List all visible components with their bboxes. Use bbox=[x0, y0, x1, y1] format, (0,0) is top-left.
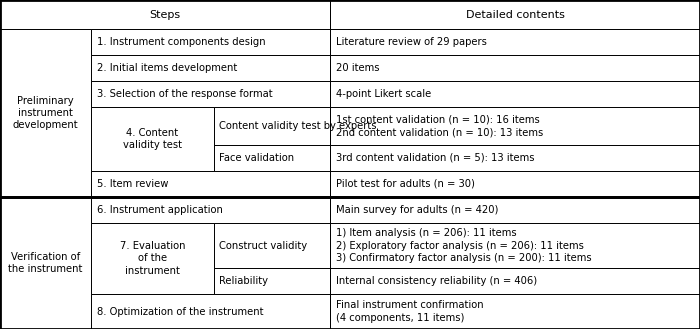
Text: 4. Content
validity test: 4. Content validity test bbox=[122, 128, 182, 150]
Text: Internal consistency reliability (n = 406): Internal consistency reliability (n = 40… bbox=[336, 276, 537, 286]
Bar bbox=[214, 223, 330, 268]
Bar bbox=[91, 81, 330, 107]
Text: Construct validity: Construct validity bbox=[219, 240, 307, 250]
Text: Final instrument confirmation
(4 components, 11 items): Final instrument confirmation (4 compone… bbox=[336, 300, 484, 323]
Text: 3rd content validation (n = 5): 13 items: 3rd content validation (n = 5): 13 items bbox=[336, 153, 535, 163]
Text: 8. Optimization of the instrument: 8. Optimization of the instrument bbox=[97, 307, 263, 316]
Text: 1st content validation (n = 10): 16 items
2nd content validation (n = 10): 13 it: 1st content validation (n = 10): 16 item… bbox=[336, 115, 543, 137]
Bar bbox=[91, 294, 330, 329]
Text: 1) Item analysis (n = 206): 11 items
2) Exploratory factor analysis (n = 206): 1: 1) Item analysis (n = 206): 11 items 2) … bbox=[336, 228, 592, 263]
Bar bbox=[91, 171, 330, 197]
Text: 4-point Likert scale: 4-point Likert scale bbox=[336, 89, 431, 99]
Text: Face validation: Face validation bbox=[219, 153, 294, 163]
Text: 7. Evaluation
of the
instrument: 7. Evaluation of the instrument bbox=[120, 241, 185, 276]
Bar bbox=[330, 171, 700, 197]
Text: Main survey for adults (n = 420): Main survey for adults (n = 420) bbox=[336, 205, 498, 215]
Text: Detailed contents: Detailed contents bbox=[466, 10, 565, 19]
Text: Verification of
the instrument: Verification of the instrument bbox=[8, 252, 83, 274]
Bar bbox=[0, 0, 330, 29]
Text: Content validity test by experts: Content validity test by experts bbox=[219, 121, 377, 131]
Text: Pilot test for adults (n = 30): Pilot test for adults (n = 30) bbox=[336, 179, 475, 189]
Bar bbox=[330, 223, 700, 268]
Bar bbox=[330, 107, 700, 145]
Text: Reliability: Reliability bbox=[219, 276, 268, 286]
Text: 1. Instrument components design: 1. Instrument components design bbox=[97, 37, 265, 47]
Bar bbox=[330, 145, 700, 171]
Text: 3. Selection of the response format: 3. Selection of the response format bbox=[97, 89, 272, 99]
Bar bbox=[214, 107, 330, 145]
Bar bbox=[330, 29, 700, 55]
Bar bbox=[91, 197, 330, 223]
Bar bbox=[214, 145, 330, 171]
Text: 2. Initial items development: 2. Initial items development bbox=[97, 63, 237, 73]
Text: 6. Instrument application: 6. Instrument application bbox=[97, 205, 223, 215]
Bar bbox=[214, 268, 330, 294]
Text: 5. Item review: 5. Item review bbox=[97, 179, 168, 189]
Bar bbox=[0, 197, 91, 329]
Bar bbox=[330, 0, 700, 29]
Bar bbox=[91, 55, 330, 81]
Text: Literature review of 29 papers: Literature review of 29 papers bbox=[336, 37, 487, 47]
Bar bbox=[330, 294, 700, 329]
Bar bbox=[330, 81, 700, 107]
Bar bbox=[0, 29, 91, 197]
Text: Preliminary
instrument
development: Preliminary instrument development bbox=[13, 96, 78, 130]
Bar bbox=[330, 197, 700, 223]
Bar bbox=[330, 55, 700, 81]
Bar bbox=[91, 223, 214, 294]
Bar bbox=[91, 29, 330, 55]
Text: 20 items: 20 items bbox=[336, 63, 379, 73]
Bar bbox=[91, 107, 214, 171]
Bar bbox=[330, 268, 700, 294]
Text: Steps: Steps bbox=[150, 10, 181, 19]
